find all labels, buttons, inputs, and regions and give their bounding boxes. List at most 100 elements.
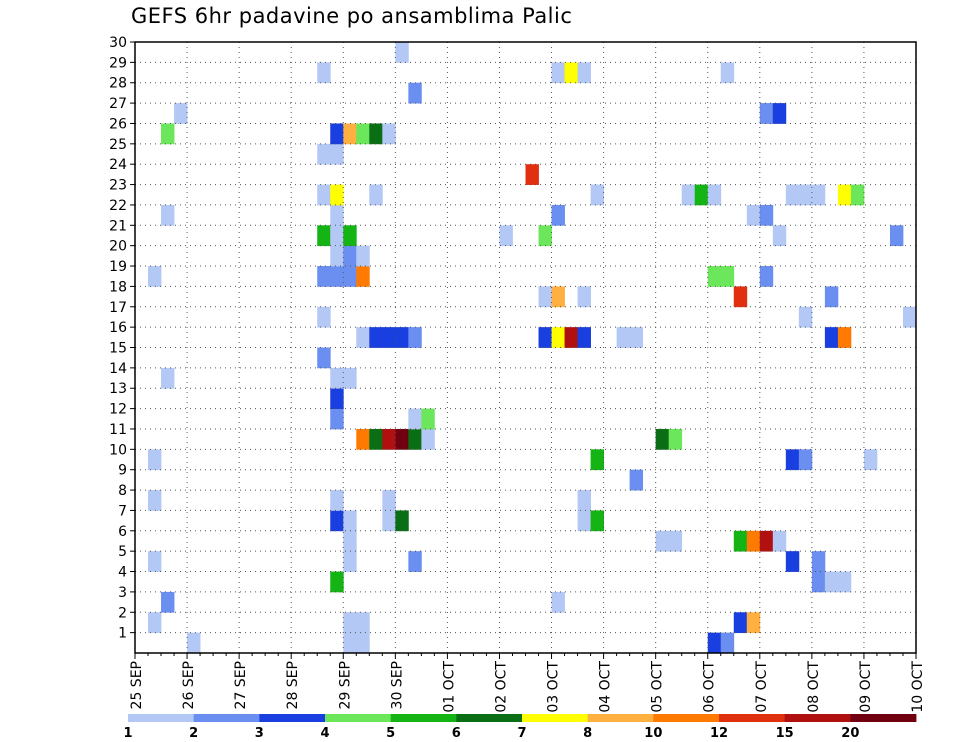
heatmap-cell bbox=[655, 428, 670, 450]
heatmap-cell bbox=[369, 327, 383, 348]
legend-swatch bbox=[390, 714, 457, 722]
y-tick-label: 29 bbox=[109, 55, 127, 71]
x-tick-label: 26 SEP bbox=[181, 661, 197, 709]
heatmap-cell bbox=[148, 551, 162, 572]
heatmap-cell bbox=[317, 306, 331, 328]
heatmap-cell bbox=[421, 428, 435, 450]
heatmap-cell bbox=[538, 286, 552, 308]
heatmap-cell bbox=[343, 612, 357, 634]
y-tick-label: 16 bbox=[109, 320, 127, 336]
heatmap-cell bbox=[564, 62, 578, 84]
heatmap-cell bbox=[395, 42, 409, 63]
heatmap-cell bbox=[382, 428, 396, 450]
heatmap-cell bbox=[382, 123, 396, 145]
y-tick-label: 30 bbox=[109, 35, 127, 51]
heatmap-cell bbox=[161, 123, 175, 145]
y-tick-label: 9 bbox=[118, 463, 127, 479]
heatmap-cell bbox=[759, 266, 774, 287]
heatmap-cell bbox=[538, 327, 552, 348]
heatmap-cell bbox=[317, 143, 331, 165]
heatmap-cell bbox=[343, 245, 357, 267]
heatmap-cell bbox=[330, 143, 344, 165]
y-tick-label: 2 bbox=[118, 605, 127, 621]
heatmap-cell bbox=[408, 408, 422, 430]
heatmap-cell bbox=[577, 490, 591, 511]
heatmap-cell bbox=[330, 571, 344, 593]
legend-label: 2 bbox=[189, 726, 198, 741]
heatmap-cell bbox=[408, 551, 422, 572]
x-tick-label: 08 OCT bbox=[806, 661, 822, 713]
x-tick-label: 25 SEP bbox=[129, 661, 145, 709]
heatmap-cell bbox=[759, 103, 774, 124]
heatmap-cell bbox=[330, 367, 344, 389]
legend-label: 6 bbox=[452, 726, 461, 741]
y-tick-label: 3 bbox=[118, 585, 127, 601]
heatmap-cell bbox=[408, 82, 422, 104]
heatmap-cell bbox=[551, 591, 565, 613]
legend-swatch bbox=[193, 714, 260, 722]
heatmap-cell bbox=[551, 286, 565, 308]
heatmap-cell bbox=[824, 571, 839, 593]
heatmap-cell bbox=[811, 184, 826, 206]
y-tick-label: 28 bbox=[109, 76, 127, 92]
heatmap-cell bbox=[785, 184, 800, 206]
heatmap-cell bbox=[681, 184, 696, 206]
heatmap-cell bbox=[707, 266, 722, 287]
heatmap-cell bbox=[330, 204, 344, 226]
heatmap-cell bbox=[317, 225, 331, 247]
heatmap-cell bbox=[382, 510, 396, 532]
heatmap-cell bbox=[382, 490, 396, 511]
heatmap-cell bbox=[694, 184, 709, 206]
heatmap-cell bbox=[850, 184, 865, 206]
heatmap-cell bbox=[720, 62, 735, 84]
heatmap-cell bbox=[577, 327, 591, 348]
heatmap-cell bbox=[343, 632, 357, 654]
legend-swatch bbox=[587, 714, 654, 722]
y-tick-label: 8 bbox=[118, 483, 127, 499]
heatmap-cell bbox=[148, 612, 162, 634]
x-tick-label: 06 OCT bbox=[702, 661, 718, 713]
heatmap-cell bbox=[837, 571, 852, 593]
heatmap-cell bbox=[408, 428, 422, 450]
heatmap-cell bbox=[863, 449, 878, 471]
heatmap-cell bbox=[330, 510, 344, 532]
y-tick-label: 15 bbox=[109, 341, 127, 357]
heatmap-cell bbox=[733, 530, 748, 552]
legend-label: 20 bbox=[841, 726, 859, 741]
heatmap-cell bbox=[174, 103, 188, 124]
heatmap-cell bbox=[317, 62, 331, 84]
legend-label: 8 bbox=[583, 726, 592, 741]
heatmap-cell bbox=[824, 327, 839, 348]
heatmap-cell bbox=[330, 245, 344, 267]
heatmap-cell bbox=[759, 204, 774, 226]
y-tick-label: 22 bbox=[109, 198, 127, 214]
legend-swatch bbox=[325, 714, 392, 722]
y-tick-label: 6 bbox=[118, 524, 127, 540]
y-tick-label: 23 bbox=[109, 178, 127, 194]
heatmap-cell bbox=[330, 184, 344, 206]
legend-swatch bbox=[456, 714, 523, 722]
heatmap-cell bbox=[499, 225, 513, 247]
y-tick-label: 14 bbox=[109, 361, 127, 377]
heatmap-cell bbox=[759, 530, 774, 552]
legend-label: 3 bbox=[255, 726, 264, 741]
heatmap-cell bbox=[356, 327, 370, 348]
y-tick-label: 12 bbox=[109, 402, 127, 418]
y-tick-label: 25 bbox=[109, 137, 127, 153]
y-tick-label: 4 bbox=[118, 565, 127, 581]
x-tick-label: 10 OCT bbox=[910, 661, 926, 713]
legend-label: 10 bbox=[644, 726, 662, 741]
heatmap-cell bbox=[395, 428, 409, 450]
heatmap-cell bbox=[668, 428, 683, 450]
heatmap-cell bbox=[343, 530, 357, 552]
heatmap-cell bbox=[525, 164, 539, 185]
legend-swatch bbox=[719, 714, 786, 722]
x-tick-label: 03 OCT bbox=[546, 661, 562, 713]
heatmap-cell bbox=[317, 347, 331, 369]
heatmap-cell bbox=[733, 286, 748, 308]
x-tick-label: 27 SEP bbox=[233, 661, 249, 709]
heatmap-cell bbox=[356, 266, 370, 287]
legend-swatch bbox=[128, 714, 195, 722]
y-tick-label: 13 bbox=[109, 381, 127, 397]
